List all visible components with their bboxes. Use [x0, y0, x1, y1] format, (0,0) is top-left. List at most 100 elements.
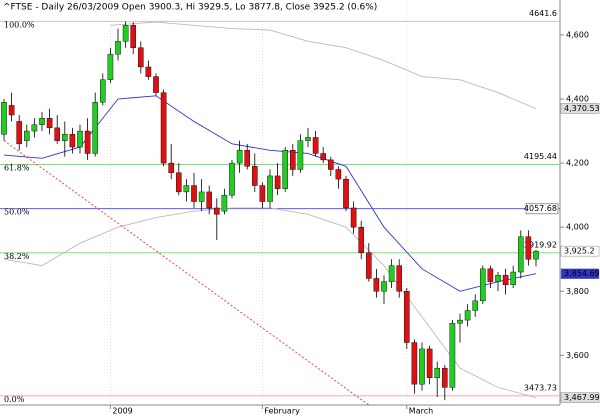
y-tick-label: 3,600 — [566, 351, 589, 360]
candle-body — [312, 137, 319, 154]
candle-body — [411, 342, 418, 385]
candle-body — [251, 166, 258, 186]
y-tick-label: 4,600 — [566, 30, 589, 39]
x-tick-label: February — [264, 407, 300, 416]
candle-body — [487, 268, 494, 282]
candle-body — [426, 348, 433, 378]
y-tick-label: 4,200 — [566, 159, 589, 168]
candle-body — [99, 79, 106, 103]
candle-body — [54, 127, 60, 141]
candle-body — [244, 150, 251, 167]
level-percent: 100.0% — [4, 21, 35, 30]
candle-body — [434, 367, 441, 378]
candle-body — [320, 153, 327, 161]
level-percent: 0.0% — [4, 395, 25, 404]
candle-body — [198, 191, 205, 202]
marker-label: 3,925.2 — [564, 247, 595, 256]
candle-body — [62, 134, 68, 141]
candle-body — [145, 66, 152, 77]
marker-box — [560, 245, 600, 257]
candle-body — [449, 323, 456, 388]
candle-body — [404, 291, 410, 343]
candle-body — [335, 169, 342, 180]
candle-body — [137, 47, 144, 68]
candle-body — [396, 265, 403, 292]
candle-body — [84, 130, 91, 154]
chart-title: ^FTSE - Daily 26/03/2009 Open 3900.3, Hi… — [3, 3, 377, 13]
candle-body — [130, 25, 137, 48]
candle-body — [358, 226, 365, 254]
candle-body — [381, 281, 387, 292]
candle-body — [274, 175, 281, 189]
candle-body — [464, 310, 471, 321]
candle-body — [495, 275, 501, 282]
marker-box — [560, 392, 600, 403]
candle-body — [343, 178, 349, 209]
marker-label: 4,370.53 — [564, 104, 600, 113]
overlay-line — [3, 140, 370, 406]
candle-body — [69, 134, 76, 148]
level-value: 3473.73 — [524, 383, 557, 392]
candle-body — [305, 137, 311, 141]
candle-body — [1, 102, 7, 135]
marker-box — [560, 268, 600, 279]
candle-body — [328, 159, 334, 170]
level-box — [525, 203, 559, 215]
candle-body — [115, 41, 121, 55]
candle-body — [419, 348, 425, 385]
candle-body — [267, 175, 273, 202]
candle-body — [160, 92, 167, 164]
level-percent: 50.0% — [4, 208, 30, 217]
candle-body — [533, 250, 539, 260]
candle-body — [24, 130, 30, 141]
candle-body — [525, 236, 532, 260]
candle-body — [510, 271, 517, 286]
level-value: 4057.68 — [524, 204, 557, 213]
candle-body — [46, 118, 53, 129]
candle-body — [457, 319, 463, 324]
candle-body — [259, 185, 266, 202]
candle-body — [229, 162, 235, 196]
marker-label: 3,467.99 — [564, 393, 600, 402]
level-value: 4195.44 — [524, 152, 557, 161]
overlay-line — [3, 207, 537, 399]
candle-body — [107, 53, 114, 80]
candle-body — [297, 140, 304, 170]
candle-body — [8, 105, 15, 116]
candle-body — [373, 278, 380, 292]
candle-body — [168, 162, 175, 173]
candle-body — [366, 252, 372, 279]
candle-body — [282, 150, 289, 189]
candle-body — [518, 236, 524, 273]
level-value: 3919.92 — [524, 240, 557, 249]
y-tick-label: 4,000 — [566, 223, 589, 232]
marker-label: 3,854.69 — [564, 269, 600, 278]
level-percent: 38.2% — [4, 252, 30, 261]
level-value: 4641.6 — [529, 9, 557, 18]
candle-body — [153, 76, 159, 93]
level-percent: 61.8% — [4, 164, 30, 173]
candle-body — [236, 150, 243, 164]
x-tick-label: March — [409, 407, 433, 416]
candle-body — [92, 102, 98, 154]
candle-body — [175, 172, 182, 193]
candle-body — [221, 194, 228, 212]
candle-body — [472, 300, 479, 311]
overlay-line — [110, 21, 537, 110]
candle-body — [480, 268, 486, 302]
candle-body — [183, 185, 190, 193]
candle-body — [77, 130, 83, 148]
marker-box — [560, 103, 600, 114]
candle-body — [206, 191, 213, 209]
candle-body — [16, 121, 23, 145]
candle-body — [122, 25, 129, 42]
y-tick-label: 4,400 — [566, 95, 589, 104]
candle-body — [502, 275, 509, 286]
candle-body — [31, 124, 38, 132]
candle-body — [290, 150, 296, 170]
candle-body — [213, 207, 220, 215]
y-tick-label: 3,800 — [566, 287, 589, 296]
candle-body — [39, 118, 45, 125]
